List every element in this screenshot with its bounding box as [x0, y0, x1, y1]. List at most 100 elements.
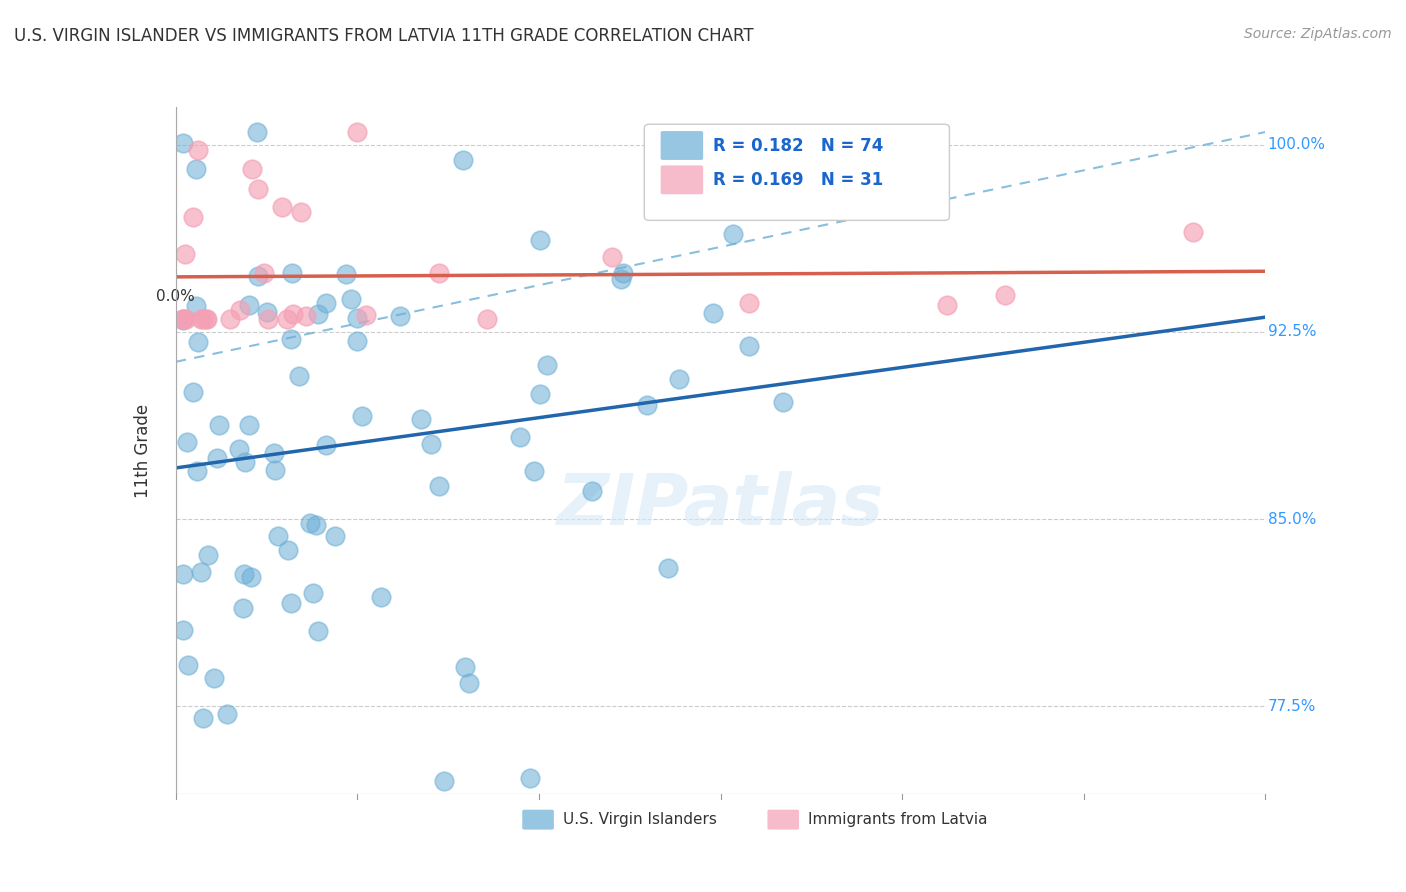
Point — [172, 312, 194, 326]
Text: 85.0%: 85.0% — [1268, 512, 1316, 526]
Text: U.S. Virgin Islanders: U.S. Virgin Islanders — [562, 812, 717, 827]
Point — [370, 591, 392, 605]
Point — [1181, 225, 1204, 239]
Point — [307, 624, 329, 638]
Point — [277, 542, 299, 557]
Point — [305, 518, 328, 533]
Point — [246, 125, 269, 139]
Point — [187, 143, 209, 157]
Point — [335, 267, 357, 281]
Point — [247, 269, 270, 284]
Point — [194, 312, 217, 326]
Point — [247, 182, 270, 196]
Point — [935, 297, 957, 311]
Point — [186, 464, 208, 478]
Point — [205, 450, 228, 465]
Text: U.S. VIRGIN ISLANDER VS IMMIGRANTS FROM LATVIA 11TH GRADE CORRELATION CHART: U.S. VIRGIN ISLANDER VS IMMIGRANTS FROM … — [14, 27, 754, 45]
Point — [451, 153, 474, 167]
Point — [280, 332, 302, 346]
Point — [283, 307, 305, 321]
Point — [263, 445, 285, 459]
Point — [172, 312, 194, 326]
Point — [218, 312, 240, 326]
Point — [454, 660, 477, 674]
Point — [433, 774, 456, 789]
Point — [172, 566, 194, 581]
Y-axis label: 11th Grade: 11th Grade — [134, 403, 152, 498]
Point — [772, 395, 794, 409]
Point — [233, 567, 256, 582]
Point — [172, 136, 194, 150]
Point — [172, 312, 194, 326]
Point — [388, 309, 411, 323]
Point — [217, 707, 239, 722]
Text: 0.0%: 0.0% — [156, 289, 195, 304]
Point — [288, 369, 311, 384]
FancyBboxPatch shape — [661, 131, 703, 160]
Point — [172, 312, 194, 326]
Text: 92.5%: 92.5% — [1268, 325, 1316, 339]
Point — [195, 312, 218, 326]
Point — [186, 162, 208, 177]
Point — [354, 308, 377, 322]
Point — [529, 387, 551, 401]
Point — [197, 548, 219, 562]
Point — [581, 484, 603, 499]
Point — [702, 306, 724, 320]
Text: ZIPatlas: ZIPatlas — [557, 471, 884, 540]
Point — [208, 418, 231, 433]
Point — [202, 672, 225, 686]
Point — [228, 442, 250, 457]
Point — [612, 266, 634, 280]
Point — [427, 266, 450, 280]
Point — [315, 438, 337, 452]
Point — [267, 529, 290, 543]
Point — [315, 296, 337, 310]
Point — [519, 771, 541, 785]
Point — [240, 162, 263, 177]
Point — [346, 125, 368, 139]
Point — [172, 623, 194, 637]
Point — [187, 334, 209, 349]
Point — [419, 436, 441, 450]
Text: R = 0.182   N = 74: R = 0.182 N = 74 — [713, 136, 883, 154]
Text: 77.5%: 77.5% — [1268, 699, 1316, 714]
Point — [232, 600, 254, 615]
Point — [610, 271, 633, 285]
Point — [238, 418, 260, 433]
Point — [270, 200, 292, 214]
Point — [529, 233, 551, 247]
Point — [190, 565, 212, 579]
Point — [184, 299, 207, 313]
Text: Immigrants from Latvia: Immigrants from Latvia — [807, 812, 987, 827]
Point — [177, 657, 200, 672]
Point — [276, 312, 298, 326]
Point — [325, 528, 347, 542]
Point — [256, 305, 278, 319]
FancyBboxPatch shape — [644, 124, 949, 220]
Point — [523, 464, 546, 478]
Point — [281, 266, 304, 280]
Point — [190, 311, 212, 326]
Point — [229, 302, 252, 317]
Point — [737, 339, 759, 353]
Point — [176, 312, 198, 326]
Point — [263, 463, 285, 477]
Point — [723, 227, 745, 241]
Point — [346, 334, 368, 348]
Point — [429, 479, 451, 493]
Point — [299, 516, 322, 530]
Point — [457, 676, 479, 690]
Point — [294, 309, 316, 323]
Point — [238, 298, 260, 312]
FancyBboxPatch shape — [522, 810, 554, 830]
Point — [233, 455, 256, 469]
Point — [994, 288, 1017, 302]
Point — [350, 409, 373, 423]
Point — [477, 312, 499, 326]
Point — [183, 384, 205, 399]
Point — [191, 312, 214, 326]
Text: Source: ZipAtlas.com: Source: ZipAtlas.com — [1244, 27, 1392, 41]
Point — [668, 372, 690, 386]
Point — [657, 561, 679, 575]
